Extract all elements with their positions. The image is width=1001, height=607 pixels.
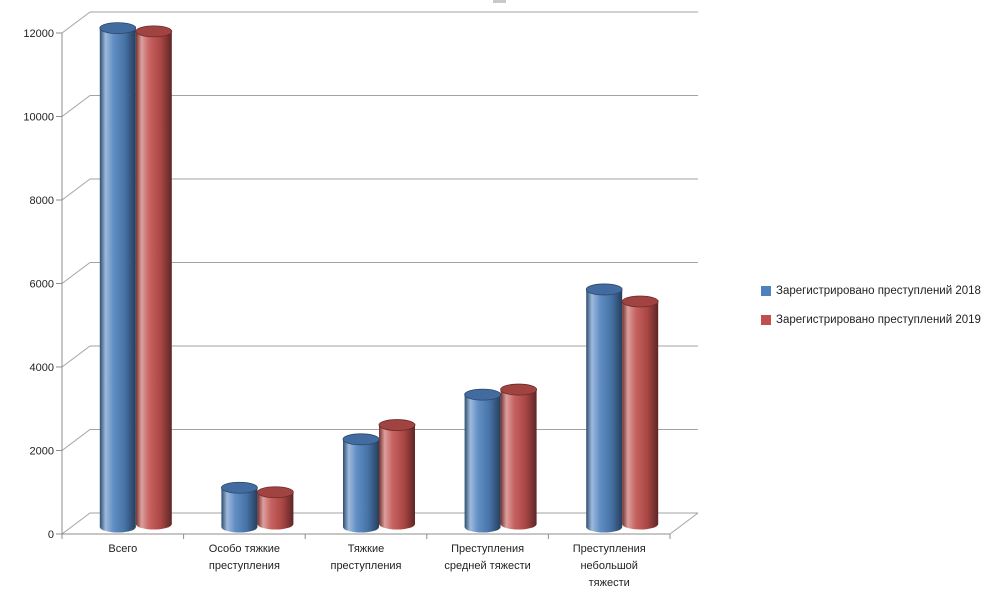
cylinder-bar-2018-cat4 (464, 388, 502, 533)
legend-label-2019: Зарегистрировано преступлений 2019 (776, 314, 981, 326)
x-axis-category-label: Всего (108, 543, 137, 555)
legend-label-2018: Зарегистрировано преступлений 2018 (776, 285, 981, 297)
gridline-bevel (61, 11, 91, 34)
cylinder-bar-2019-cat3 (378, 419, 416, 530)
axes (61, 33, 699, 539)
legend-item-2018: Зарегистрировано преступлений 2018 (761, 285, 981, 297)
x-axis-category-label: Преступления средней тяжести (444, 543, 530, 572)
y-axis-tick-label: 0 (48, 529, 54, 541)
y-axis-tick-label: 8000 (30, 195, 54, 207)
y-axis-tick-label: 12000 (23, 28, 54, 40)
gridline-bevel (61, 345, 91, 368)
cylinder-bar-2019-cat4 (500, 383, 537, 530)
y-axis-tick-label: 4000 (30, 362, 54, 374)
legend-item-2019: Зарегистрировано преступлений 2019 (761, 314, 981, 326)
cylinder-bar-2018-cat5 (585, 283, 623, 533)
gridline-bevel (61, 178, 91, 201)
gridline-bevel (61, 262, 91, 284)
x-axis-category-label: Преступления небольшой тяжести (573, 543, 646, 589)
cylinder-bar-2019-cat2 (256, 486, 294, 530)
x-axis-category-label: Тяжкие преступления (330, 543, 401, 572)
cropped-title-fragment (493, 0, 506, 3)
y-axis-tick-label: 10000 (23, 112, 54, 124)
gridline-bevel (61, 512, 91, 535)
gridline-bevel (61, 95, 91, 117)
chart-legend: Зарегистрировано преступлений 2018 Зарег… (761, 285, 981, 326)
bar-series (99, 22, 659, 533)
cylinder-bar-2018-cat2 (220, 481, 258, 533)
legend-swatch-2018-icon (761, 286, 771, 296)
cylinder-bar-2018-cat3 (342, 433, 380, 533)
x-axis-category-label: Особо тяжкие преступления (209, 543, 280, 572)
cylinder-bar-2019-cat1 (135, 25, 173, 530)
cylinder-bar-2018-cat1 (99, 22, 137, 533)
floor-right-bevel (669, 512, 699, 535)
legend-swatch-2019-icon (761, 315, 771, 325)
x-axis-labels: Всего Особо тяжкие преступления Тяжкие прест… (108, 543, 645, 589)
y-axis-tick-label: 2000 (30, 446, 54, 458)
cylinder-bar-2019-cat5 (621, 295, 659, 530)
y-axis-tick-label: 6000 (30, 279, 54, 291)
gridline-bevel (61, 429, 91, 451)
